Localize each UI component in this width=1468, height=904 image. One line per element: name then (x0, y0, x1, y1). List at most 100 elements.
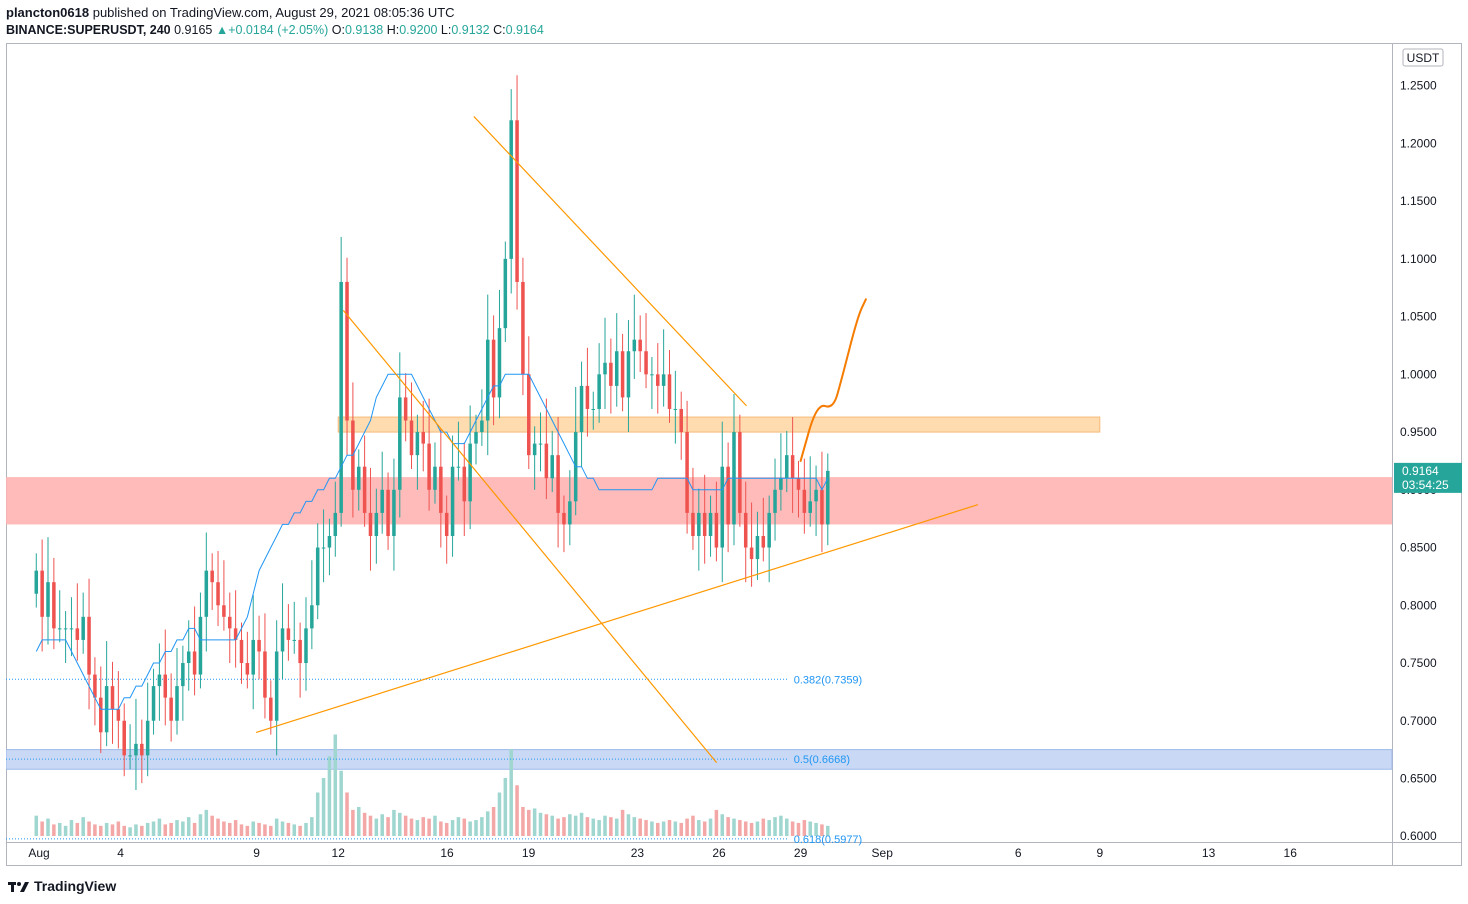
candle[interactable] (286, 628, 291, 640)
candle[interactable] (579, 385, 584, 433)
candle[interactable] (697, 512, 701, 536)
price-chart[interactable]: 0.382(0.7359) 0.5(0.6668) 0.618(0.5977) US… (6, 43, 1462, 866)
candle[interactable] (444, 512, 449, 536)
candle[interactable] (310, 605, 314, 629)
candle[interactable] (826, 470, 830, 525)
candle[interactable] (532, 443, 537, 456)
candle[interactable] (568, 501, 572, 525)
candle[interactable] (562, 512, 566, 525)
candle[interactable] (550, 455, 554, 479)
candle[interactable] (145, 720, 150, 756)
candle[interactable] (52, 582, 56, 629)
descending-channel-lower-line[interactable] (343, 310, 717, 763)
candle[interactable] (544, 443, 549, 479)
candle[interactable] (644, 351, 648, 375)
candle[interactable] (743, 512, 748, 548)
tradingview-footer[interactable]: TradingView (8, 877, 116, 895)
candle[interactable] (749, 547, 754, 560)
candle[interactable] (99, 697, 103, 733)
candle[interactable] (122, 720, 126, 756)
candle[interactable] (456, 466, 461, 468)
candle[interactable] (327, 535, 332, 548)
candle[interactable] (380, 489, 384, 513)
candle[interactable] (163, 674, 168, 698)
candle[interactable] (87, 616, 91, 675)
candle[interactable] (239, 639, 244, 664)
candle[interactable] (233, 628, 238, 640)
candle[interactable] (298, 639, 302, 664)
candle[interactable] (614, 351, 619, 386)
candle[interactable] (321, 547, 326, 549)
candle[interactable] (474, 432, 478, 444)
candle[interactable] (251, 639, 255, 675)
candle[interactable] (222, 605, 226, 617)
candle[interactable] (808, 501, 812, 513)
candle[interactable] (292, 639, 297, 641)
candle[interactable] (116, 709, 121, 721)
candle[interactable] (63, 628, 68, 630)
candle[interactable] (192, 651, 197, 675)
candle[interactable] (767, 512, 771, 548)
publisher-name[interactable]: plancton0618 (6, 5, 90, 20)
candle[interactable] (157, 674, 162, 687)
candle[interactable] (356, 466, 361, 490)
candle[interactable] (609, 362, 613, 386)
candle[interactable] (392, 489, 396, 536)
candle[interactable] (40, 570, 44, 617)
candle[interactable] (345, 281, 349, 421)
candle[interactable] (439, 466, 443, 513)
candle[interactable] (175, 686, 179, 721)
breakout-projection-path[interactable] (799, 298, 867, 462)
candle[interactable] (304, 628, 308, 664)
candle[interactable] (679, 408, 683, 433)
candle[interactable] (169, 697, 173, 721)
candle[interactable] (784, 455, 789, 479)
candle[interactable] (585, 385, 590, 409)
candle[interactable] (386, 489, 390, 536)
candle[interactable] (755, 535, 760, 560)
currency-badge[interactable] (1402, 48, 1444, 67)
candle[interactable] (374, 512, 379, 536)
candle[interactable] (263, 651, 267, 698)
candle[interactable] (509, 120, 513, 259)
candle[interactable] (515, 120, 519, 282)
candle[interactable] (93, 674, 97, 698)
candle[interactable] (181, 663, 185, 687)
candle[interactable] (626, 351, 631, 398)
candle[interactable] (485, 339, 490, 421)
candle[interactable] (151, 686, 156, 721)
candle[interactable] (726, 466, 730, 525)
candle[interactable] (339, 281, 343, 513)
candle[interactable] (714, 512, 719, 548)
candle[interactable] (738, 432, 742, 513)
candle[interactable] (415, 432, 420, 456)
candle[interactable] (491, 339, 496, 398)
candle[interactable] (597, 374, 601, 409)
candle[interactable] (398, 397, 402, 490)
moving-average-line[interactable] (35, 373, 829, 710)
candle[interactable] (720, 466, 725, 548)
resistance-zone[interactable] (337, 416, 1101, 433)
candle[interactable] (274, 651, 279, 721)
candle[interactable] (685, 432, 689, 513)
candle[interactable] (814, 489, 818, 502)
candle[interactable] (667, 374, 672, 409)
candle[interactable] (186, 651, 191, 664)
candle[interactable] (280, 628, 285, 652)
candle[interactable] (140, 743, 144, 756)
last-price-badge[interactable] (1394, 462, 1462, 493)
candle[interactable] (210, 570, 214, 583)
candle[interactable] (796, 478, 801, 490)
candle[interactable] (691, 512, 695, 536)
candle[interactable] (556, 455, 560, 513)
candle[interactable] (134, 743, 138, 756)
candle[interactable] (708, 512, 713, 536)
candle[interactable] (538, 443, 543, 445)
candle[interactable] (198, 616, 203, 675)
candle[interactable] (702, 512, 707, 536)
candle[interactable] (81, 616, 85, 640)
candle[interactable] (527, 374, 531, 456)
candle[interactable] (427, 443, 431, 490)
candle[interactable] (421, 432, 426, 444)
candle[interactable] (450, 466, 455, 536)
